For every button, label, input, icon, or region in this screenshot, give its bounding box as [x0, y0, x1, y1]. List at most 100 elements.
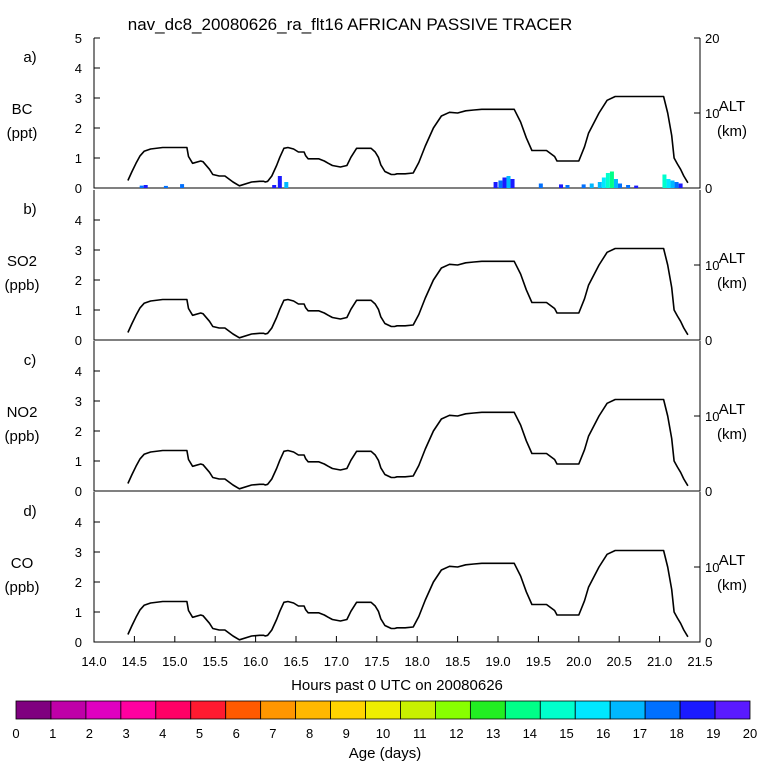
colorbar-swatch [609, 700, 646, 720]
left-tick-label: 1 [75, 454, 82, 469]
altitude-line [127, 398, 689, 490]
alt-unit-label: (km) [717, 426, 747, 443]
bc-bar [284, 182, 289, 188]
right-tick-label: 0 [705, 484, 712, 499]
colorbar-swatch [365, 700, 401, 720]
alt-unit-label: (km) [717, 577, 747, 594]
x-tick-label: 14.0 [81, 654, 106, 669]
colorbar-tick-label: 5 [196, 726, 203, 741]
colorbar-swatch [260, 700, 297, 720]
x-tick-label: 17.0 [324, 654, 349, 669]
bc-bar [609, 171, 614, 188]
left-tick-label: 0 [75, 484, 82, 499]
alt-label: ALT [719, 401, 745, 418]
x-axis-label: Hours past 0 UTC on 20080626 [291, 677, 503, 694]
bc-bar [559, 184, 564, 188]
x-tick-label: 16.0 [243, 654, 268, 669]
colorbar-tick-label: 2 [86, 726, 93, 741]
species-label: BC [12, 101, 33, 118]
left-tick-label: 3 [75, 243, 82, 258]
colorbar-swatch [330, 700, 366, 720]
colorbar-tick-label: 14 [523, 726, 537, 741]
x-tick-label: 14.5 [122, 654, 147, 669]
bc-bar [143, 185, 148, 188]
bc-bar [670, 180, 675, 188]
panel-so2: 0 1 2 3 4 0 10 b) SO2 (ppb) ALT (km) [4, 190, 747, 348]
left-tick-label: 0 [75, 181, 82, 196]
altitude-line [127, 95, 689, 187]
bc-bar [139, 185, 144, 188]
colorbar-tick-label: 6 [233, 726, 240, 741]
chart-title: nav_dc8_20080626_ra_flt16 AFRICAN PASSIV… [128, 15, 572, 34]
right-tick-label: 0 [705, 333, 712, 348]
colorbar-tick-label: 1 [49, 726, 56, 741]
colorbar-swatch [120, 700, 157, 720]
left-tick-label: 1 [75, 605, 82, 620]
colorbar-swatch [225, 700, 262, 720]
panel-letter: a) [23, 49, 36, 66]
left-tick-label: 3 [75, 394, 82, 409]
species-label: CO [11, 555, 34, 572]
bc-bar [678, 183, 683, 188]
bc-bar [565, 185, 570, 188]
unit-label: (ppb) [4, 579, 39, 596]
x-tick-label: 17.5 [364, 654, 389, 669]
left-tick-label: 3 [75, 545, 82, 560]
colorbar-swatch [714, 700, 751, 720]
x-tick-label: 20.0 [566, 654, 591, 669]
x-tick-label: 21.5 [687, 654, 712, 669]
x-tick-label: 20.5 [607, 654, 632, 669]
colorbar-swatch [504, 700, 541, 720]
bc-bar [601, 177, 606, 188]
colorbar-swatch [644, 700, 681, 720]
alt-unit-label: (km) [717, 275, 747, 292]
colorbar-tick-label: 18 [669, 726, 683, 741]
alt-label: ALT [719, 552, 745, 569]
right-tick-label: 10 [705, 258, 719, 273]
x-tick-label: 18.0 [405, 654, 430, 669]
colorbar-tick-label: 11 [413, 726, 427, 741]
colorbar-tick-label: 17 [633, 726, 647, 741]
panel-co: 0 1 2 3 4 0 10 d) CO (ppb) ALT (km) [4, 492, 747, 650]
left-tick-label: 1 [75, 151, 82, 166]
left-tick-label: 2 [75, 273, 82, 288]
bc-bar [605, 173, 610, 188]
unit-label: (ppb) [4, 277, 39, 294]
bc-bar [613, 179, 618, 188]
bc-bar [163, 185, 168, 188]
panel-axes [93, 492, 701, 643]
colorbar-tick-label: 10 [376, 726, 390, 741]
left-tick-label: 0 [75, 635, 82, 650]
colorbar-swatch [539, 700, 576, 720]
colorbar-tick-label: 7 [269, 726, 276, 741]
panels: 01234501020a)BC(ppt)ALT(km)01234010b)SO2… [4, 31, 747, 650]
right-tick-label: 0 [705, 635, 712, 650]
colorbar-label: Age (days) [349, 745, 422, 762]
bc-bar [662, 174, 667, 188]
colorbar-swatch [190, 700, 227, 720]
bc-bar [618, 183, 623, 188]
left-tick-label: 3 [75, 91, 82, 106]
colorbar-swatch [679, 700, 716, 720]
x-tick-label: 19.5 [526, 654, 551, 669]
colorbar-swatch [155, 700, 192, 720]
left-tick-label: 4 [75, 364, 82, 379]
left-tick-label: 2 [75, 575, 82, 590]
right-tick-label: 10 [705, 560, 719, 575]
alt-label: ALT [719, 250, 745, 267]
colorbar-swatch [574, 700, 611, 720]
altitude-line [127, 247, 689, 339]
colorbar-swatch [15, 700, 52, 720]
bc-bar [581, 184, 586, 188]
right-tick-label: 0 [705, 181, 712, 196]
panel-letter: b) [23, 201, 36, 218]
left-tick-label: 2 [75, 424, 82, 439]
colorbar-tick-label: 12 [449, 726, 463, 741]
bc-bar [634, 185, 639, 188]
colorbar-swatch [50, 700, 87, 720]
bc-bar [589, 183, 594, 188]
colorbar-tick-label: 20 [743, 726, 757, 741]
panel-no2: 0 1 2 3 4 0 10 c) NO2 (ppb) ALT (km) [4, 341, 747, 499]
bc-bar [272, 185, 277, 188]
left-tick-label: 2 [75, 121, 82, 136]
